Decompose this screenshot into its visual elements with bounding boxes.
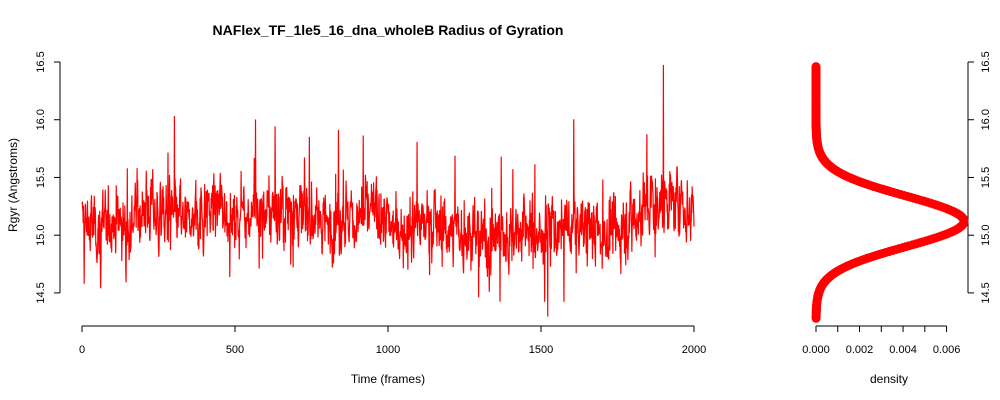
density-point [811,62,821,72]
rgyr-series-line [81,64,695,317]
density-x-tick-label-2: 0.002 [846,344,874,356]
density-x-axis: 0.000 0.002 0.004 0.006 [802,325,961,356]
main-y-axis: 14.5 15.0 15.5 16.0 16.5 [35,51,61,304]
chart-title: NAFlex_TF_1le5_16_dna_wholeB Radius of G… [213,22,564,38]
main-x-axis: 0 500 1000 1500 2000 [79,325,706,356]
density-y-tick-label-1: 15.0 [980,224,992,245]
density-y-tick-label-2: 15.5 [980,167,992,188]
density-y-tick-label-0: 14.5 [980,282,992,303]
main-y-axis-title: Rgyr (Angstroms) [6,138,20,232]
density-x-tick-label-0: 0.000 [802,344,830,356]
density-y-tick-label-3: 16.0 [980,109,992,130]
density-x-axis-title: density [870,372,908,386]
main-y-tick-label-0: 14.5 [35,282,47,303]
density-x-tick-label-4: 0.004 [889,344,917,356]
main-y-tick-label-4: 16.5 [35,51,47,72]
main-y-tick-label-1: 15.0 [35,224,47,245]
rgyr-time-series-plot: 14.5 15.0 15.5 16.0 16.5 0 500 1000 1500 2000 Ti… [6,51,706,386]
main-x-axis-title: Time (frames) [351,372,425,386]
density-y-axis: 14.5 15.0 15.5 16.0 16.5 [967,51,992,304]
main-x-tick-label-3: 1500 [529,344,553,356]
main-x-tick-label-4: 2000 [682,344,706,356]
main-y-tick-label-3: 16.0 [35,109,47,130]
main-y-tick-label-2: 15.5 [35,167,47,188]
density-x-tick-label-6: 0.006 [933,344,961,356]
main-x-tick-label-2: 1000 [376,344,400,356]
density-y-tick-label-4: 16.5 [980,51,992,72]
main-x-tick-label-0: 0 [79,344,85,356]
main-x-tick-label-1: 500 [226,344,244,356]
rgyr-density-plot: 0.000 0.002 0.004 0.006 14.5 15.0 15.5 16.0 16.… [802,51,992,386]
density-curve [811,62,969,323]
